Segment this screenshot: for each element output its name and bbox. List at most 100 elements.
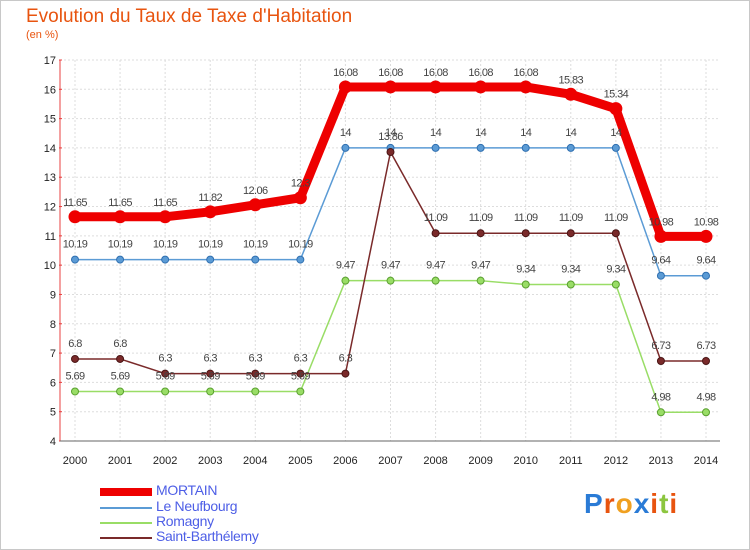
line-chart: 4 5 6 7 8 9 10 11 12 13 14 15 16 17 2000 2001 2002 2003 20… xyxy=(44,55,720,467)
data-point-le-neufbourg-2014 xyxy=(702,271,710,280)
data-point-romagny-2014 xyxy=(702,408,710,417)
data-point-romagny-2004 xyxy=(251,387,260,396)
y-tick-label-8: 8 xyxy=(50,319,56,331)
data-point-romagny-2010 xyxy=(521,280,530,289)
data-point-le-neufbourg-2003 xyxy=(206,255,215,264)
legend-swatch-mortain xyxy=(100,488,152,496)
y-tick-label-13: 13 xyxy=(44,172,56,184)
data-label-romagny-2002: 5.69 xyxy=(156,370,175,382)
data-label-le-neufbourg-2008: 14 xyxy=(430,127,442,139)
data-point-mortain-2010 xyxy=(519,80,533,94)
data-point-romagny-2006 xyxy=(341,276,350,285)
y-unit-label: (en %) xyxy=(26,29,59,41)
data-label-saint-barth-lemy-2000: 6.8 xyxy=(68,338,82,350)
data-label-mortain-2008: 16.08 xyxy=(423,67,448,79)
legend-label-le-neufbourg: Le Neufbourg xyxy=(156,498,238,514)
data-label-mortain-2007: 16.08 xyxy=(378,67,403,79)
y-tick-label-9: 9 xyxy=(50,289,56,301)
data-point-romagny-2009 xyxy=(476,276,485,285)
data-point-mortain-2014 xyxy=(699,229,713,243)
data-label-mortain-2011: 15.83 xyxy=(559,74,584,86)
logo-letter-2: o xyxy=(615,488,634,519)
data-label-le-neufbourg-2012: 14 xyxy=(610,127,622,139)
data-label-le-neufbourg-2004: 10.19 xyxy=(243,239,268,251)
data-label-saint-barth-lemy-2006: 6.3 xyxy=(339,353,353,365)
data-label-saint-barth-lemy-2001: 6.8 xyxy=(113,338,127,350)
data-point-saint-barth-lemy-2007 xyxy=(386,148,395,157)
legend-label-saint-barthelemy: Saint-Barthélemy xyxy=(156,528,259,544)
data-point-saint-barth-lemy-2013 xyxy=(656,356,665,365)
data-point-mortain-2004 xyxy=(248,198,262,212)
proxiti-logo: Proxiti xyxy=(584,488,678,520)
data-label-saint-barth-lemy-2008: 11.09 xyxy=(424,212,448,224)
data-point-le-neufbourg-2002 xyxy=(161,255,170,264)
data-label-mortain-2013: 10.98 xyxy=(649,216,674,228)
x-tick-label-2003: 2003 xyxy=(198,455,222,467)
data-point-mortain-2009 xyxy=(474,80,488,94)
data-point-romagny-2011 xyxy=(566,280,575,289)
data-label-le-neufbourg-2009: 14 xyxy=(475,127,487,139)
data-label-le-neufbourg-2001: 10.19 xyxy=(108,239,133,251)
data-label-romagny-2005: 5.69 xyxy=(291,370,310,382)
data-point-romagny-2000 xyxy=(71,387,79,396)
data-point-romagny-2013 xyxy=(656,408,665,417)
x-tick-label-2010: 2010 xyxy=(513,455,537,467)
x-tick-label-2002: 2002 xyxy=(153,455,177,467)
data-point-le-neufbourg-2001 xyxy=(116,255,125,264)
legend-swatch-romagny xyxy=(100,522,152,524)
data-point-saint-barth-lemy-2002 xyxy=(161,369,170,378)
data-label-mortain-2000: 11.65 xyxy=(63,197,87,209)
y-tick-label-11: 11 xyxy=(45,231,56,243)
data-label-romagny-2007: 9.47 xyxy=(381,260,400,272)
data-point-le-neufbourg-2013 xyxy=(656,271,665,280)
data-point-le-neufbourg-2011 xyxy=(566,143,575,152)
x-tick-label-2008: 2008 xyxy=(423,455,447,467)
x-tick-label-2000: 2000 xyxy=(63,455,87,467)
data-label-romagny-2000: 5.69 xyxy=(65,370,84,382)
y-tick-label-4: 4 xyxy=(50,436,56,448)
chart-title: Evolution du Taux de Taxe d'Habitation xyxy=(26,6,353,27)
data-point-le-neufbourg-2000 xyxy=(71,255,79,264)
data-label-mortain-2010: 16.08 xyxy=(513,67,538,79)
x-tick-label-2006: 2006 xyxy=(333,455,357,467)
x-tick-label-2004: 2004 xyxy=(243,455,267,467)
data-point-saint-barth-lemy-2014 xyxy=(702,356,710,365)
data-label-romagny-2011: 9.34 xyxy=(561,263,580,275)
y-tick-label-15: 15 xyxy=(44,114,56,126)
data-point-le-neufbourg-2010 xyxy=(521,143,530,152)
data-point-saint-barth-lemy-2008 xyxy=(431,229,440,238)
legend-swatch-le-neufbourg xyxy=(100,507,152,509)
data-label-romagny-2001: 5.69 xyxy=(111,370,130,382)
x-tick-label-2005: 2005 xyxy=(288,455,312,467)
data-label-le-neufbourg-2007: 14 xyxy=(385,127,397,139)
data-point-mortain-2000 xyxy=(68,210,82,224)
data-label-mortain-2009: 16.08 xyxy=(468,67,493,79)
data-label-saint-barth-lemy-2009: 11.09 xyxy=(469,212,493,224)
data-label-saint-barth-lemy-2002: 6.3 xyxy=(158,353,172,365)
data-label-mortain-2014: 10.98 xyxy=(694,216,719,228)
data-label-le-neufbourg-2013: 9.64 xyxy=(651,255,670,267)
data-point-mortain-2008 xyxy=(429,80,443,94)
data-label-romagny-2010: 9.34 xyxy=(516,263,535,275)
logo-letter-0: P xyxy=(584,488,604,519)
data-point-saint-barth-lemy-2011 xyxy=(566,229,575,238)
data-label-le-neufbourg-2006: 14 xyxy=(340,127,352,139)
data-label-romagny-2009: 9.47 xyxy=(471,260,490,272)
data-label-saint-barth-lemy-2004: 6.3 xyxy=(249,353,263,365)
data-point-mortain-2007 xyxy=(384,80,397,94)
data-point-saint-barth-lemy-2000 xyxy=(71,354,79,363)
data-label-saint-barth-lemy-2007: 13.86 xyxy=(378,131,403,143)
logo-letter-5: t xyxy=(659,488,670,519)
data-point-romagny-2008 xyxy=(431,276,440,285)
data-point-le-neufbourg-2008 xyxy=(431,143,440,152)
data-label-le-neufbourg-2002: 10.19 xyxy=(153,239,178,251)
legend-item-romagny: Romagny xyxy=(100,513,360,530)
y-tick-label-7: 7 xyxy=(50,348,56,360)
legend-swatch-saint-barthelemy xyxy=(100,537,152,539)
data-label-saint-barth-lemy-2014: 6.73 xyxy=(696,340,715,352)
legend-label-romagny: Romagny xyxy=(156,513,214,529)
y-tick-label-5: 5 xyxy=(50,407,56,419)
data-point-mortain-2005 xyxy=(293,191,307,205)
x-tick-label-2012: 2012 xyxy=(604,455,628,467)
data-label-mortain-2003: 11.82 xyxy=(198,192,222,204)
